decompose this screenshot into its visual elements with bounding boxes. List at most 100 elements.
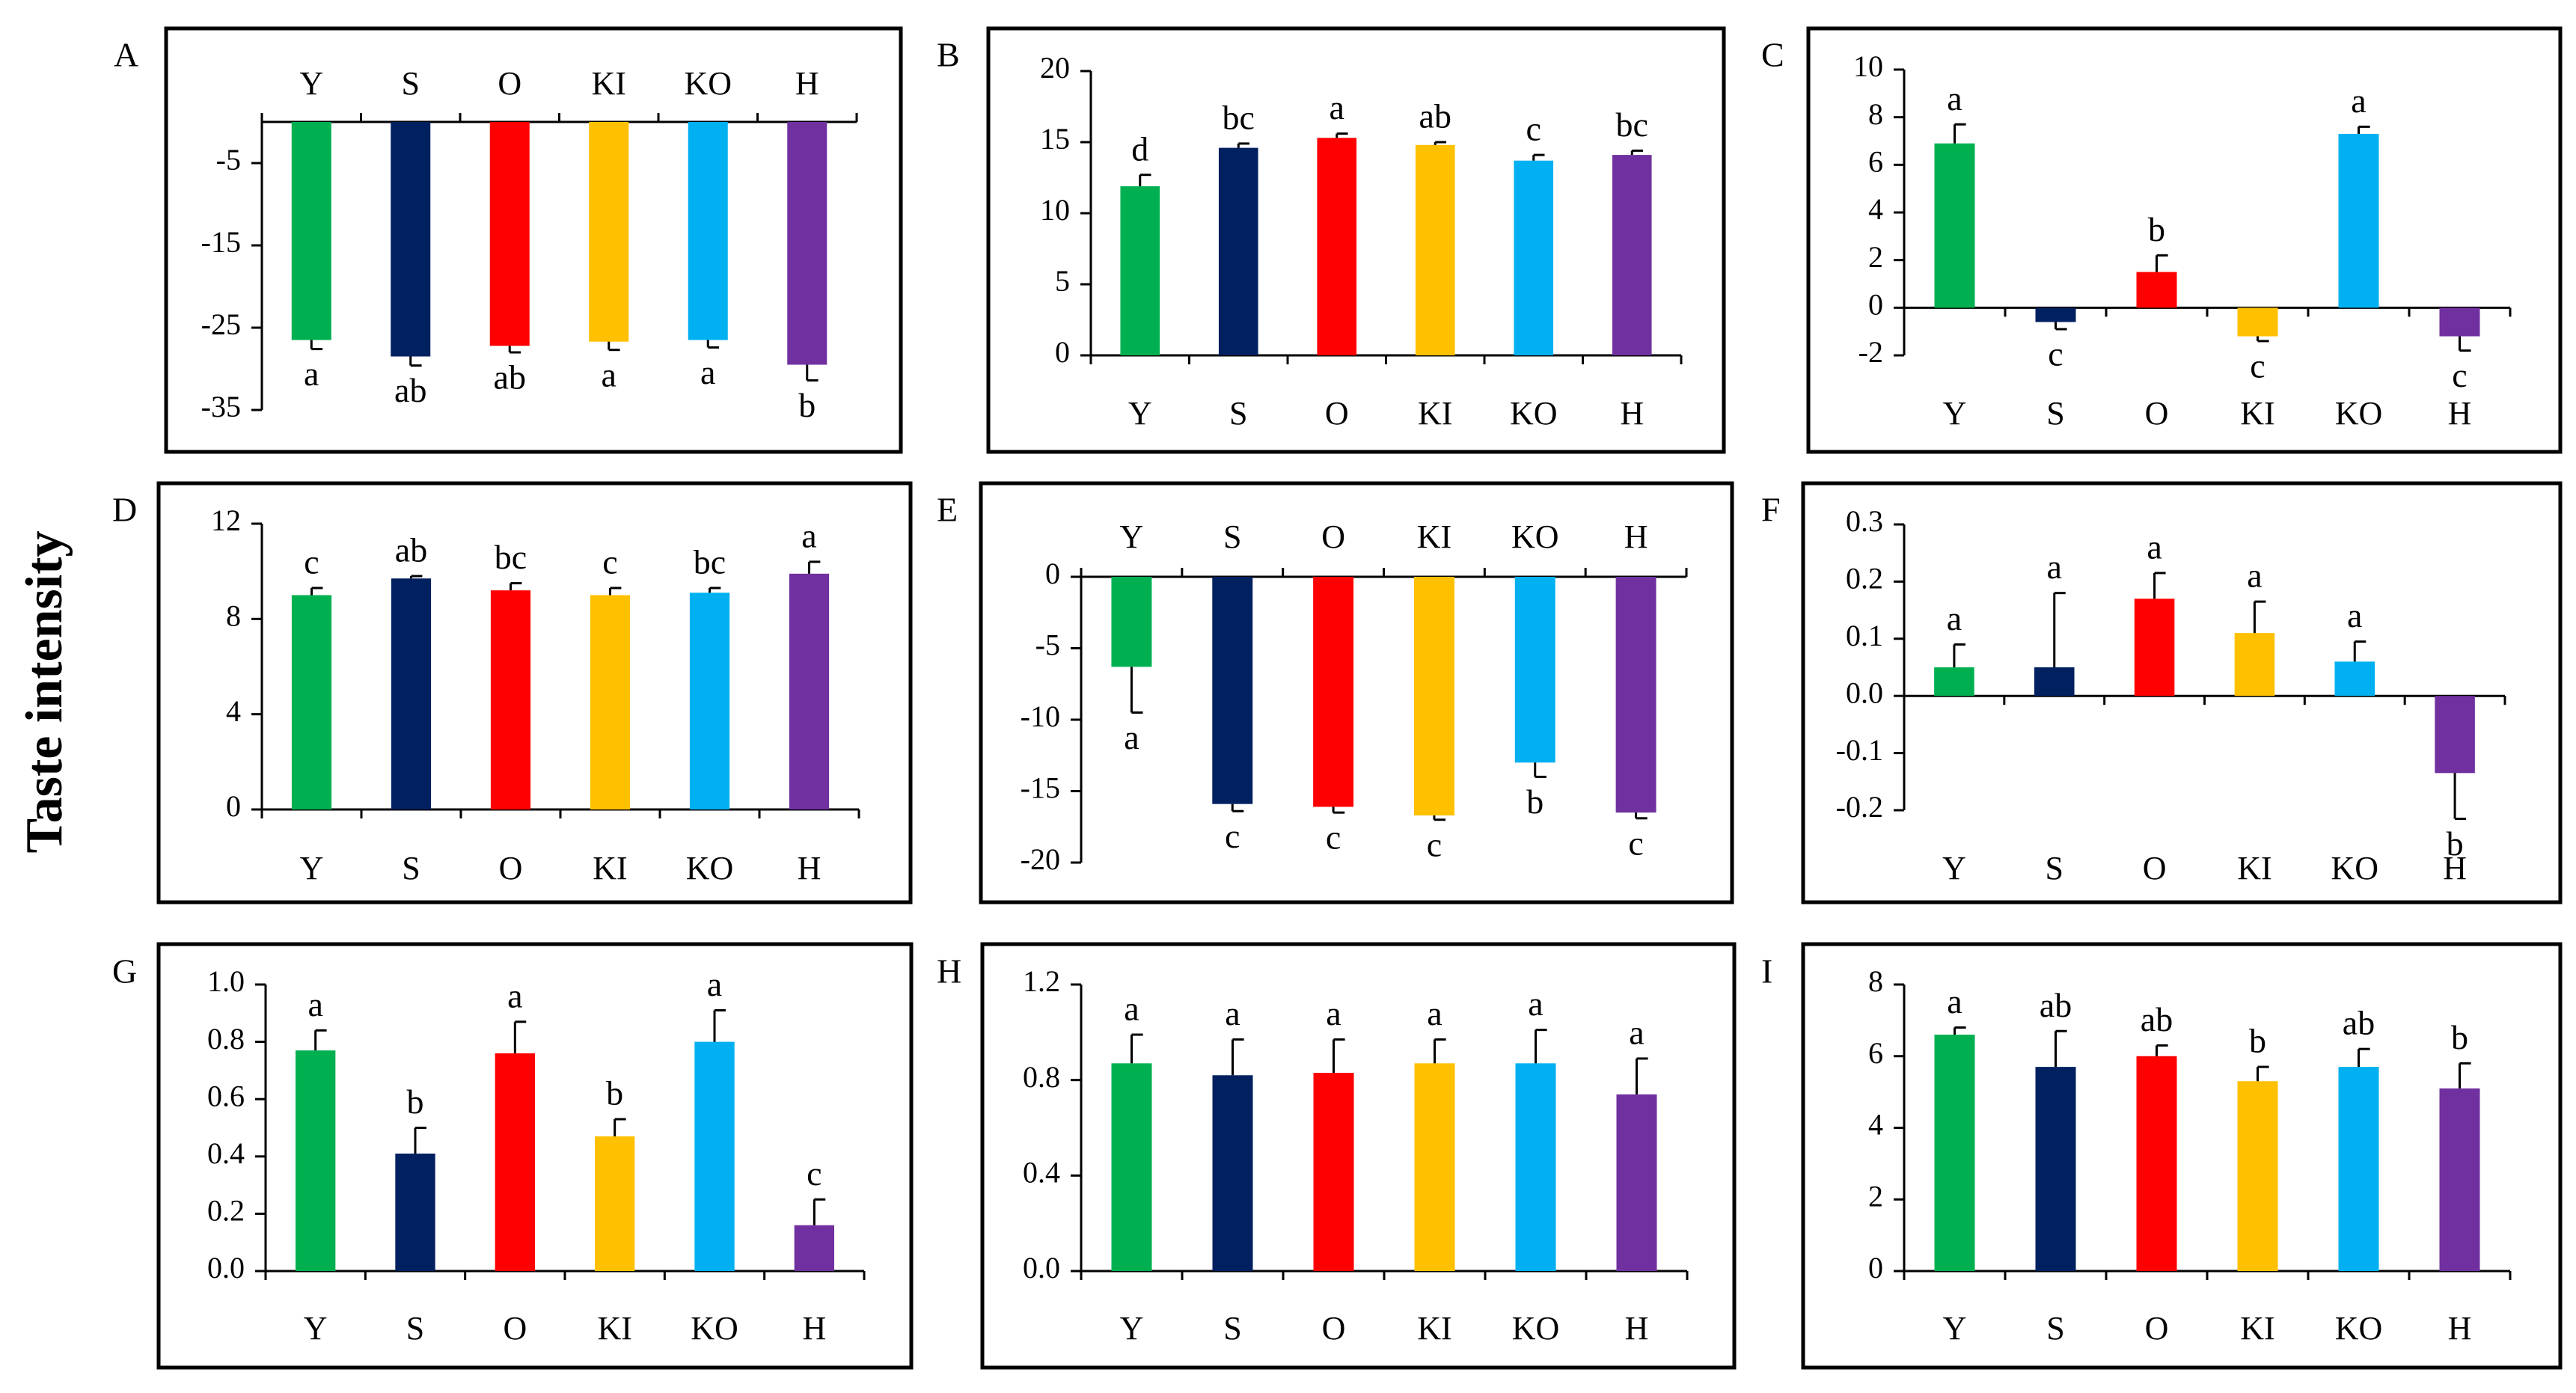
- y-tick-label: 15: [1040, 122, 1070, 156]
- x-tick-label: S: [1223, 1310, 1241, 1347]
- panel-b: B 0 5 10 15 20 d Ybc Sa Oab KI c KO bc H: [937, 26, 1726, 454]
- y-tick-label: -5: [1035, 628, 1060, 662]
- x-tick-label: KO: [1510, 395, 1558, 432]
- y-tick-label: 6: [1868, 145, 1883, 179]
- bar-y: [291, 122, 331, 340]
- panel-e: E 0 -5 -10 -15 -20 a Yc Sc Oc KI b KO c H: [937, 481, 1734, 904]
- bar-ki: [1415, 144, 1455, 356]
- panel-frame: [986, 26, 1726, 454]
- significance-letter: ab: [2141, 1000, 2173, 1038]
- bar-h: [2439, 307, 2480, 337]
- y-tick-label: 4: [1868, 192, 1883, 226]
- x-tick-label: KI: [1417, 518, 1451, 555]
- significance-letter: c: [1427, 825, 1442, 863]
- significance-letter: b: [407, 1083, 424, 1121]
- significance-letter: a: [1124, 990, 1139, 1028]
- bar-o: [489, 122, 530, 346]
- panel-a: A -5 -15 -25 -35 a Yab Sab Oa KI a KO b H: [114, 26, 903, 454]
- x-tick-label: H: [802, 1310, 826, 1347]
- significance-letter: ab: [2040, 986, 2072, 1024]
- panel-frame: [164, 26, 903, 454]
- y-tick-label: 0.8: [1023, 1060, 1060, 1094]
- x-tick-label: S: [402, 850, 420, 887]
- x-tick-label: O: [1325, 395, 1349, 432]
- panel-label: C: [1761, 36, 1784, 74]
- x-tick-label: Y: [1943, 395, 1967, 432]
- x-tick-label: H: [2448, 1310, 2472, 1347]
- significance-letter: c: [1326, 818, 1341, 857]
- y-tick-label: 0.0: [1023, 1251, 1060, 1285]
- significance-letter: c: [1628, 824, 1643, 862]
- bar-s: [2035, 307, 2076, 322]
- bar-ko: [1514, 160, 1554, 355]
- x-tick-label: KO: [2335, 1310, 2383, 1347]
- significance-letter: a: [602, 355, 617, 394]
- bar-ko: [1514, 577, 1555, 763]
- y-tick-label: -15: [201, 225, 241, 259]
- bar-ki: [2237, 1081, 2278, 1271]
- x-tick-label: KO: [1512, 1310, 1560, 1347]
- significance-letter: c: [1225, 817, 1240, 855]
- x-tick-label: H: [795, 65, 819, 102]
- significance-letter: b: [2148, 210, 2165, 248]
- y-tick-label: 0: [1868, 288, 1883, 322]
- bar-ko: [1515, 1063, 1556, 1271]
- x-tick-label: Y: [304, 1310, 328, 1347]
- x-tick-label: O: [499, 850, 523, 887]
- x-tick-label: KI: [2240, 1310, 2274, 1347]
- x-tick-label: KI: [2240, 395, 2274, 432]
- y-tick-label: 0.8: [207, 1022, 245, 1056]
- y-tick-label: 10: [1040, 193, 1070, 227]
- panel-label: G: [112, 952, 137, 991]
- bar-s: [1212, 577, 1253, 804]
- significance-letter: ab: [494, 358, 526, 397]
- y-tick-label: 4: [226, 694, 241, 728]
- significance-letter: a: [700, 353, 715, 391]
- x-tick-label: KO: [1511, 518, 1559, 555]
- y-tick-label: 8: [1868, 964, 1883, 998]
- significance-letter: a: [2147, 528, 2162, 566]
- x-tick-label: H: [798, 850, 822, 887]
- panel-label: E: [937, 491, 958, 529]
- y-tick-label: 0.0: [1846, 676, 1883, 709]
- significance-letter: b: [2451, 1018, 2468, 1056]
- x-tick-label: Y: [1120, 518, 1144, 555]
- significance-letter: ab: [2343, 1004, 2375, 1042]
- significance-letter: a: [1427, 994, 1442, 1032]
- bar-h: [787, 122, 827, 365]
- x-tick-label: H: [1624, 518, 1648, 555]
- x-tick-label: KO: [686, 850, 734, 887]
- bar-o: [1313, 577, 1354, 807]
- y-tick-label: 12: [211, 503, 241, 537]
- significance-letter: a: [1330, 88, 1344, 126]
- significance-letter: a: [1947, 599, 1962, 637]
- bar-ko: [2338, 1067, 2379, 1271]
- panel-label: F: [1761, 491, 1781, 529]
- y-tick-label: -20: [1021, 842, 1060, 876]
- panel-h: H 0.0 0.4 0.8 1.2 a Ya Sa Oa KI a KO a H: [937, 942, 1737, 1370]
- y-tick-label: 0.6: [207, 1079, 245, 1112]
- significance-letter: c: [1526, 110, 1541, 148]
- x-tick-label: O: [2145, 1310, 2169, 1347]
- y-tick-label: 1.2: [1023, 964, 1060, 998]
- significance-letter: bc: [694, 543, 726, 581]
- significance-letter: c: [2452, 356, 2467, 394]
- significance-letter: ab: [394, 371, 426, 409]
- y-axis-title: Taste intensity: [16, 530, 73, 853]
- bar-y: [1111, 1063, 1152, 1271]
- x-tick-label: H: [1625, 1310, 1649, 1347]
- x-tick-label: O: [498, 65, 521, 102]
- bar-s: [1218, 147, 1258, 355]
- x-tick-label: H: [2448, 395, 2472, 432]
- significance-letter: bc: [1223, 98, 1255, 136]
- bar-y: [291, 595, 332, 809]
- x-tick-label: S: [402, 65, 420, 102]
- bar-ki: [589, 122, 629, 342]
- significance-letter: a: [1629, 1014, 1644, 1052]
- x-tick-label: KO: [691, 1310, 738, 1347]
- panel-label: B: [937, 36, 960, 74]
- panel-f: F -0.2 -0.1 0.0 0.1 0.2 0.3 a Ya Sa Oa KI a KO bH: [1761, 481, 2563, 904]
- x-tick-label: O: [503, 1310, 527, 1347]
- y-tick-label: 8: [1868, 97, 1883, 131]
- x-tick-label: KI: [593, 850, 627, 887]
